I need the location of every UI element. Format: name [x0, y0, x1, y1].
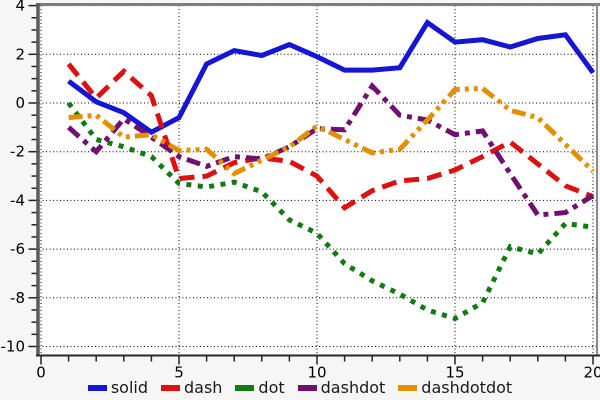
- legend-label: dashdotdot: [421, 378, 513, 397]
- y-tick-label: 4: [15, 0, 25, 15]
- x-tick-label: 0: [36, 364, 46, 382]
- legend-swatch-dashdot: [297, 385, 317, 391]
- legend-swatch-solid: [87, 385, 107, 391]
- y-tick-label: -6: [10, 240, 25, 258]
- legend-label: solid: [110, 378, 148, 397]
- legend-item-solid: solid: [87, 378, 148, 397]
- x-tick-label: 20: [583, 364, 600, 382]
- y-tick-label: 2: [15, 45, 25, 63]
- x-tick-label: 5: [174, 364, 184, 382]
- y-tick-label: -10: [1, 338, 26, 356]
- legend-label: dashdot: [320, 378, 386, 397]
- legend-item-dashdotdot: dashdotdot: [398, 380, 512, 396]
- legend-item-dot: dot: [235, 378, 285, 397]
- series-line-solid: [67, 19, 596, 136]
- y-tick-label: 0: [15, 94, 25, 112]
- series-line-dashdotdot: [68, 85, 595, 177]
- legend-swatch-dot: [235, 385, 255, 391]
- y-tick-label: -8: [10, 289, 25, 307]
- legend-label: dash: [183, 378, 223, 397]
- legend-swatch-dash: [160, 385, 180, 391]
- legend-swatch-dashdotdot: [398, 385, 418, 391]
- y-tick-label: -4: [10, 191, 25, 209]
- x-tick-label: 15: [445, 364, 464, 382]
- legend-label: dot: [258, 378, 285, 397]
- y-tick-label: -2: [10, 143, 25, 161]
- legend-item-dashdot: dashdot: [297, 378, 386, 397]
- legend: solid dash dot dashdot dashdotdot: [0, 377, 600, 399]
- x-tick-label: 10: [307, 364, 326, 382]
- series-line-dash: [66, 62, 594, 211]
- legend-item-dash: dash: [160, 378, 223, 397]
